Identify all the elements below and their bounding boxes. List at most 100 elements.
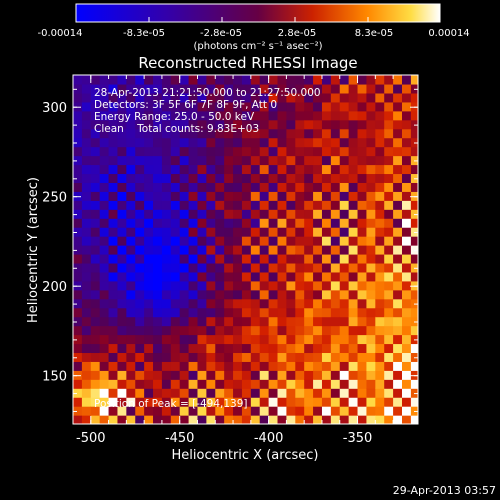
heatmap-cell — [188, 83, 199, 94]
colorbar-tick-label-2: -2.8e-05 — [200, 28, 242, 39]
heatmap-cell — [357, 200, 368, 210]
heatmap-cell — [135, 388, 145, 398]
heatmap-cell — [144, 75, 154, 85]
heatmap-cell — [259, 352, 270, 362]
heatmap-cell — [366, 271, 376, 282]
heatmap-cell — [357, 379, 368, 389]
heatmap-cell — [393, 379, 403, 389]
x-tick-label: -400 — [254, 431, 284, 446]
heatmap-cell — [357, 164, 368, 175]
heatmap-cell — [321, 280, 332, 291]
heatmap-cell — [215, 271, 225, 282]
heatmap-cell — [73, 343, 83, 354]
heatmap-cell — [206, 75, 216, 85]
heatmap-cell — [188, 334, 199, 345]
heatmap-cell — [357, 209, 368, 219]
heatmap-cell — [304, 397, 314, 407]
heatmap-cell — [224, 352, 234, 362]
heatmap-cell — [197, 352, 207, 362]
heatmap-cell — [375, 119, 385, 130]
heatmap-cell — [179, 236, 190, 246]
heatmap-cell — [126, 388, 136, 398]
heatmap-cell — [250, 298, 261, 309]
heatmap-cell — [295, 316, 305, 327]
heatmap-cell — [321, 352, 332, 362]
heatmap-cell — [144, 146, 154, 157]
heatmap-cell — [259, 334, 270, 345]
heatmap-cell — [241, 137, 252, 148]
heatmap-cell — [126, 253, 136, 264]
heatmap-cell — [259, 119, 270, 130]
heatmap-cell — [170, 227, 181, 237]
heatmap-cell — [126, 200, 136, 210]
heatmap-cell — [330, 119, 341, 130]
heatmap-cell — [295, 325, 305, 336]
heatmap-cell — [233, 191, 243, 201]
heatmap-cell — [401, 146, 412, 157]
heatmap-cell — [126, 173, 136, 183]
heatmap-cell — [99, 75, 110, 85]
heatmap-cell — [250, 83, 261, 94]
heatmap-cell — [170, 325, 181, 336]
heatmap-cell — [90, 397, 101, 407]
heatmap-cell — [366, 370, 376, 380]
heatmap-cell — [161, 227, 172, 237]
heatmap-cell — [401, 110, 412, 121]
heatmap-cell — [321, 101, 332, 112]
heatmap-cell — [339, 415, 350, 424]
heatmap-cell — [170, 334, 181, 345]
heatmap-cell — [117, 253, 127, 264]
heatmap-cell — [215, 164, 225, 175]
heatmap-cell — [241, 119, 252, 130]
heatmap-cell — [117, 280, 127, 291]
heatmap-cell — [179, 173, 190, 183]
heatmap-cell — [286, 227, 296, 237]
heatmap-cell — [366, 119, 376, 130]
heatmap-cell — [179, 415, 190, 424]
heatmap-cell — [366, 352, 376, 362]
heatmap-cell — [357, 110, 368, 121]
heatmap-cell — [153, 119, 163, 130]
heatmap-cell — [73, 253, 83, 264]
heatmap-cell — [224, 83, 234, 94]
heatmap-cell — [153, 370, 163, 380]
heatmap-cell — [179, 316, 190, 327]
heatmap-cell — [366, 262, 376, 273]
heatmap-cell — [321, 361, 332, 371]
heatmap-cell — [233, 173, 243, 183]
heatmap-cell — [268, 137, 279, 148]
heatmap-cell — [135, 271, 145, 282]
heatmap-cell — [179, 110, 190, 121]
heatmap-cell — [206, 379, 216, 389]
heatmap-cell — [401, 307, 412, 318]
heatmap-cell — [375, 245, 385, 255]
heatmap-cell — [90, 289, 101, 300]
heatmap-cell — [339, 379, 350, 389]
heatmap-cell — [233, 307, 243, 318]
heatmap-cell — [179, 209, 190, 219]
heatmap-cell — [313, 155, 323, 166]
heatmap-cell — [304, 334, 314, 345]
heatmap-cell — [224, 227, 234, 237]
heatmap-cell — [224, 361, 234, 371]
heatmap-cell — [135, 253, 145, 264]
heatmap-cell — [117, 155, 127, 166]
heatmap-cell — [99, 253, 110, 264]
heatmap-cell — [81, 307, 92, 318]
heatmap-cell — [339, 83, 350, 94]
heatmap-cell — [224, 415, 234, 424]
heatmap-cell — [277, 182, 288, 192]
heatmap-cell — [330, 298, 341, 309]
heatmap-cell — [135, 325, 145, 336]
heatmap-cell — [90, 227, 101, 237]
heatmap-cell — [313, 397, 323, 407]
heatmap-cell — [321, 236, 332, 246]
heatmap-cell — [206, 110, 216, 121]
heatmap-cell — [197, 280, 207, 291]
heatmap-cell — [401, 262, 412, 273]
heatmap-cell — [339, 227, 350, 237]
heatmap-cell — [401, 173, 412, 183]
heatmap-cell — [313, 245, 323, 255]
heatmap-cell — [357, 352, 368, 362]
heatmap-cell — [410, 155, 418, 166]
